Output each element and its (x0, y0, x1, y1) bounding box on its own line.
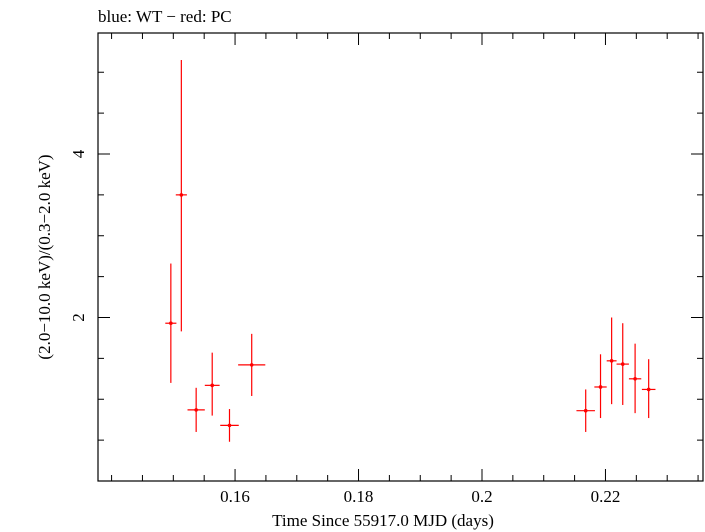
y-axis-label: (2.0−10.0 keV)/(0.3−2.0 keV) (35, 154, 54, 359)
point-marker (646, 387, 651, 392)
data-point (187, 387, 205, 432)
data-point (606, 317, 617, 405)
point-marker (227, 423, 232, 428)
point-marker (633, 377, 637, 381)
data-point (594, 354, 607, 419)
axis-ticks (98, 33, 703, 482)
x-tick-label: 0.22 (591, 487, 621, 506)
x-tick-label: 0.2 (471, 487, 492, 506)
data-point (238, 333, 266, 396)
data-point (616, 323, 629, 405)
y-tick-label: 4 (69, 149, 88, 158)
point-marker (249, 363, 254, 367)
point-marker (583, 408, 588, 413)
x-axis-label: Time Since 55917.0 MJD (days) (272, 511, 494, 530)
x-tick-label: 0.16 (220, 487, 250, 506)
point-marker (598, 385, 603, 389)
data-point (628, 343, 642, 414)
point-marker (179, 193, 184, 197)
data-point (204, 352, 220, 416)
data-point (220, 409, 239, 442)
point-marker (620, 362, 625, 366)
point-marker (194, 408, 198, 412)
tick-labels: 0.16 0.18 0.2 0.22 2 4 (69, 149, 620, 506)
chart-title: blue: WT − red: PC (98, 7, 232, 26)
data-point (165, 263, 177, 383)
x-tick-label: 0.18 (344, 487, 374, 506)
data-points (165, 59, 656, 442)
data-point (576, 389, 595, 432)
y-tick-label: 2 (69, 313, 88, 322)
data-point (175, 59, 187, 332)
data-point (641, 359, 656, 419)
point-marker (210, 383, 215, 388)
point-marker (609, 359, 614, 363)
point-marker (169, 321, 173, 326)
plot-frame (97, 32, 704, 482)
